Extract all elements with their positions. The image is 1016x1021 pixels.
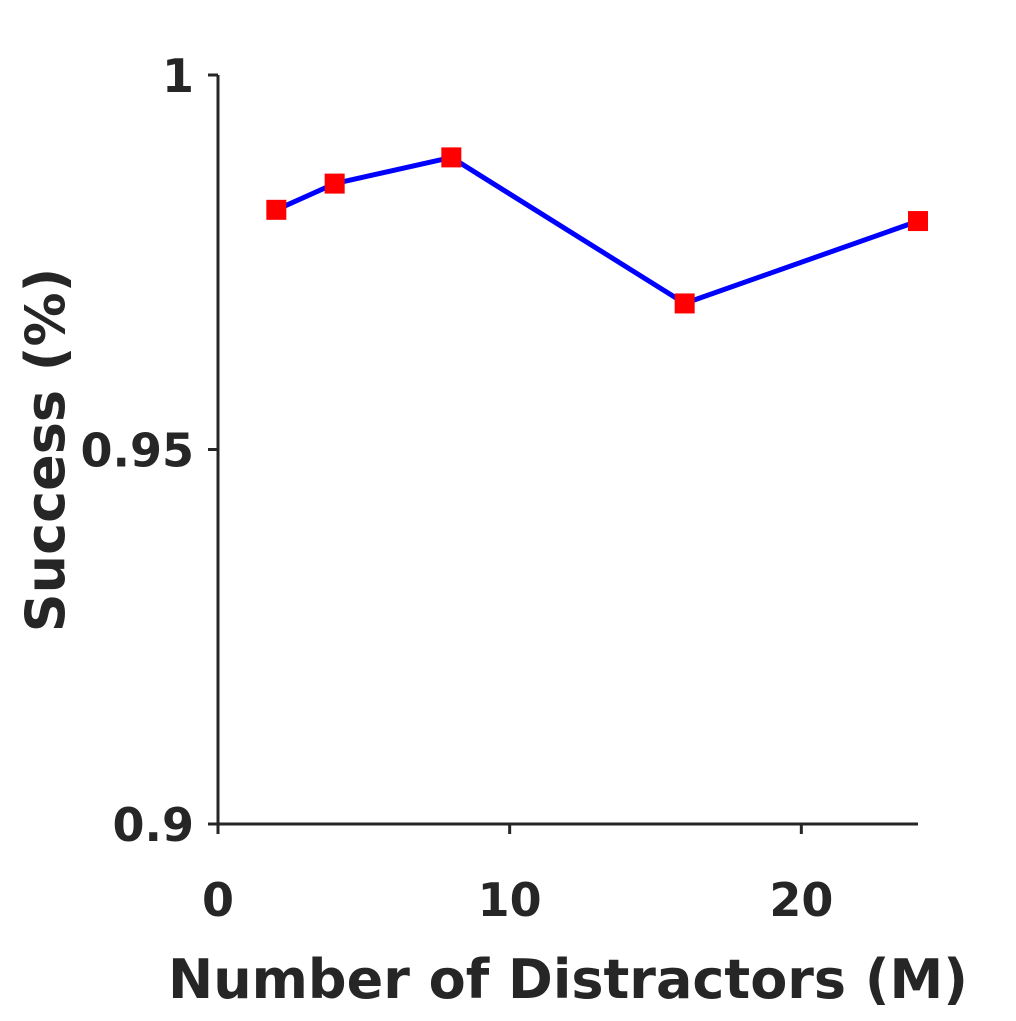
data-point-marker: [441, 147, 462, 168]
x-axis-title: Number of Distractors (M): [168, 948, 968, 1011]
series-line: [275, 154, 919, 306]
data-point-marker: [266, 199, 287, 220]
y-axis-title: Success (%): [14, 268, 77, 633]
x-tick-label: 10: [478, 873, 542, 927]
series-layer: [266, 147, 928, 314]
y-tick-label: 0.95: [81, 424, 195, 478]
x-tick-label: 20: [769, 873, 833, 927]
data-point-marker: [674, 293, 695, 314]
y-tick-label: 0.9: [113, 798, 195, 852]
data-point-marker: [908, 211, 928, 232]
data-point-marker: [324, 173, 345, 194]
y-tick-label: 1: [162, 49, 194, 103]
x-tick-label: 0: [202, 873, 234, 927]
